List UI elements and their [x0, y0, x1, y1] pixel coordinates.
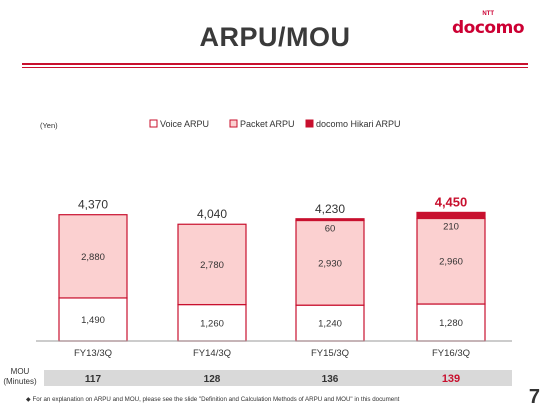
bar-2-4: [416, 217, 486, 305]
value-label-1-1: 1,490: [81, 315, 105, 326]
header-rule-thin: [22, 67, 528, 68]
value-label-1-3: 1,240: [318, 319, 342, 330]
bar-3-4: [416, 211, 486, 220]
x-tick-label-2: FY14/3Q: [193, 348, 231, 359]
value-label-1-2: 1,260: [200, 318, 224, 329]
x-tick-label-1: FY13/3Q: [74, 348, 112, 359]
bar-2-2: [177, 223, 247, 306]
y-unit-label: (Yen): [40, 121, 58, 130]
mou-unit-label: (Minutes): [3, 377, 37, 386]
value-label-3-3: 60: [325, 223, 336, 234]
logo-ntt-text: NTT: [482, 11, 494, 17]
bar-2-3: [295, 219, 365, 306]
total-label-1: 4,370: [78, 198, 108, 212]
value-label-2-2: 2,780: [200, 260, 224, 271]
total-label-4: 4,450: [435, 194, 468, 209]
mou-band: [44, 370, 512, 386]
mou-label: MOU: [11, 367, 30, 376]
legend-swatch-2: [229, 119, 238, 128]
docomo-logo: docomo: [452, 18, 525, 38]
legend-label-2: Packet ARPU: [240, 119, 295, 129]
header-rule: [22, 63, 528, 65]
legend-swatch-1: [149, 119, 158, 128]
bar-1-1: [58, 297, 128, 342]
x-tick-label-4: FY16/3Q: [432, 348, 470, 359]
footnote: ◆ For an explanation on ARPU and MOU, pl…: [26, 396, 400, 403]
legend-swatch-3: [305, 119, 314, 128]
mou-value-4: 139: [442, 373, 460, 385]
page-title: ARPU/MOU: [199, 22, 351, 52]
page-number: 7: [528, 386, 540, 408]
bar-2-1: [58, 214, 128, 299]
mou-value-2: 128: [204, 374, 221, 385]
x-tick-label-3: FY15/3Q: [311, 348, 349, 359]
bar-3-3: [295, 218, 365, 222]
value-label-3-4: 210: [443, 221, 459, 232]
legend-label-1: Voice ARPU: [160, 119, 209, 129]
value-label-2-4: 2,960: [439, 257, 463, 268]
legend-label-3: docomo Hikari ARPU: [316, 119, 401, 129]
value-label-1-4: 1,280: [439, 318, 463, 329]
total-label-2: 4,040: [197, 207, 227, 221]
value-label-2-1: 2,880: [81, 252, 105, 263]
bar-1-4: [416, 303, 486, 342]
value-label-2-3: 2,930: [318, 258, 342, 269]
mou-value-1: 117: [85, 374, 102, 385]
mou-value-3: 136: [322, 374, 339, 385]
bar-1-3: [295, 304, 365, 342]
total-label-3: 4,230: [315, 202, 345, 216]
